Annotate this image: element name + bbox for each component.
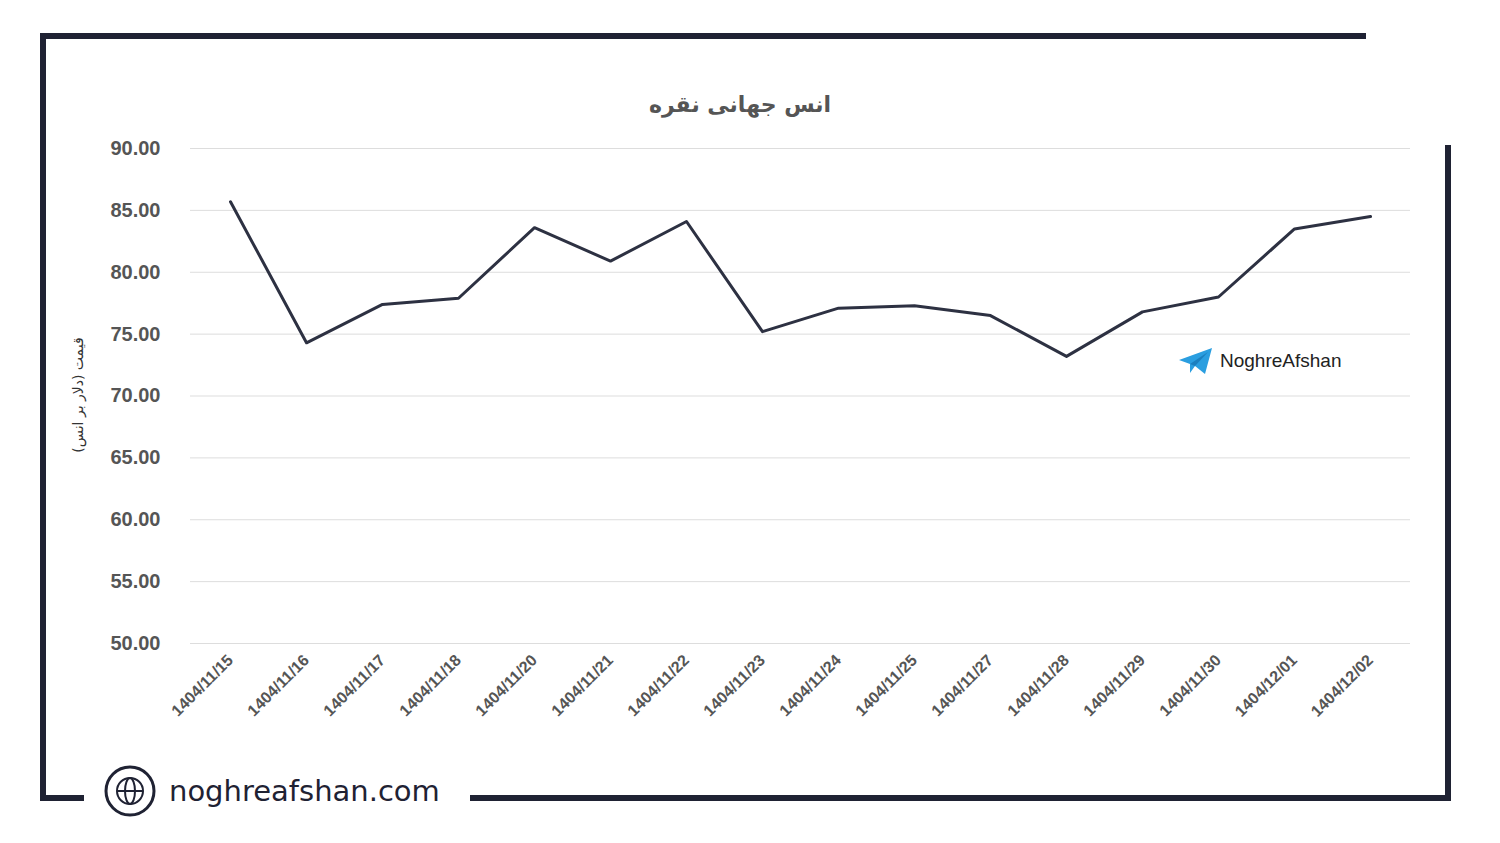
svg-text:1404/11/16: 1404/11/16 <box>244 651 312 719</box>
svg-text:1404/11/30: 1404/11/30 <box>1156 651 1224 719</box>
svg-text:1404/11/28: 1404/11/28 <box>1004 651 1072 719</box>
html-text:NoghreAfshan: NoghreAfshan <box>1220 350 1342 371</box>
svg-text:1404/11/21: 1404/11/21 <box>548 651 616 719</box>
html-text:انس جهانی نقره: انس جهانی نقره <box>648 92 832 117</box>
html-text:قیمت (دلار بر انس): قیمت (دلار بر انس) <box>70 337 86 453</box>
svg-text:1404/12/01: 1404/12/01 <box>1232 651 1301 720</box>
svg-text:1404/11/24: 1404/11/24 <box>776 651 844 719</box>
svg-text:85.00: 85.00 <box>110 199 160 221</box>
svg-text:1404/11/25: 1404/11/25 <box>852 651 920 719</box>
svg-text:50.00: 50.00 <box>110 632 160 654</box>
svg-text:55.00: 55.00 <box>110 570 160 592</box>
svg-text:1404/11/29: 1404/11/29 <box>1080 651 1148 719</box>
svg-text:1404/11/23: 1404/11/23 <box>700 651 768 719</box>
svg-text:75.00: 75.00 <box>110 323 160 345</box>
svg-text:1404/11/18: 1404/11/18 <box>396 651 464 719</box>
svg-text:65.00: 65.00 <box>110 446 160 468</box>
html-text:noghreafshan.com: noghreafshan.com <box>169 774 440 808</box>
svg-text:1404/11/22: 1404/11/22 <box>624 651 692 719</box>
svg-text:1404/11/20: 1404/11/20 <box>472 651 540 719</box>
svg-text:1404/12/02: 1404/12/02 <box>1308 651 1377 720</box>
svg-text:1404/11/15: 1404/11/15 <box>168 651 236 719</box>
svg-text:1404/11/17: 1404/11/17 <box>320 651 388 719</box>
svg-text:80.00: 80.00 <box>110 261 160 283</box>
svg-text:70.00: 70.00 <box>110 384 160 406</box>
svg-text:60.00: 60.00 <box>110 508 160 530</box>
svg-text:90.00: 90.00 <box>110 137 160 159</box>
svg-text:1404/11/27: 1404/11/27 <box>928 651 996 719</box>
